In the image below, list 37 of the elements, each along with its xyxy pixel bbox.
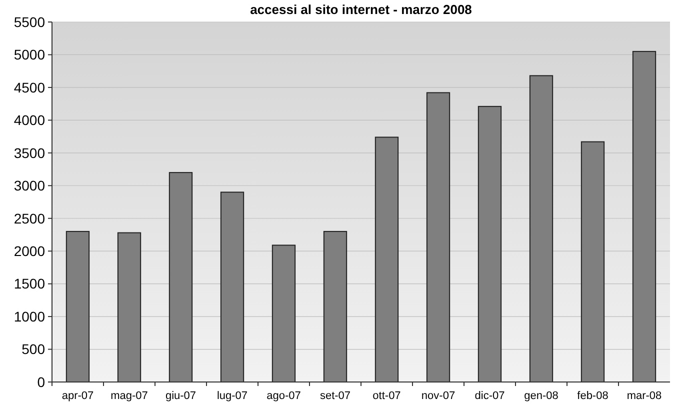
bar	[66, 230, 90, 382]
y-tick-label: 5000	[14, 46, 46, 63]
y-tick-label: 2500	[14, 210, 46, 226]
x-tick-label: lug-07	[216, 390, 248, 402]
x-tick-label: mag-07	[110, 390, 148, 402]
x-tick-label: ago-07	[266, 390, 301, 402]
y-tick-label: 2000	[14, 242, 46, 259]
bar	[632, 50, 656, 382]
y-tick-label: 4000	[14, 112, 46, 128]
y-tick-label: 3000	[14, 178, 46, 194]
bar	[374, 136, 399, 382]
x-tick-label: gen-08	[524, 390, 558, 402]
bar	[220, 192, 244, 382]
x-tick-label: apr-07	[62, 390, 94, 402]
y-tick-label: 1500	[14, 276, 46, 292]
y-tick-label: 5500	[14, 14, 46, 30]
x-tick-label: feb-08	[577, 390, 608, 402]
x-tick-label: giu-07	[165, 390, 196, 402]
y-tick-label: 1000	[14, 308, 46, 324]
bar	[168, 172, 193, 382]
x-tick-label: mar-08	[626, 390, 662, 402]
y-tick-label: 500	[22, 341, 46, 358]
chart-title: accessi al sito internet - marzo 2008	[250, 2, 472, 17]
bar	[323, 230, 348, 382]
x-tick-label: dic-07	[474, 390, 505, 402]
y-tick-label: 0	[37, 374, 46, 390]
x-tick-label: ott-07	[372, 390, 401, 402]
bar	[426, 92, 450, 382]
y-tick-label: 3500	[14, 144, 46, 161]
bar	[580, 141, 605, 382]
x-tick-label: set-07	[320, 390, 351, 402]
bar	[272, 244, 296, 382]
bar	[478, 106, 502, 382]
y-tick-label: 4500	[14, 79, 46, 96]
bar	[117, 232, 142, 382]
x-tick-label: nov-07	[421, 390, 456, 402]
bar	[529, 75, 554, 382]
